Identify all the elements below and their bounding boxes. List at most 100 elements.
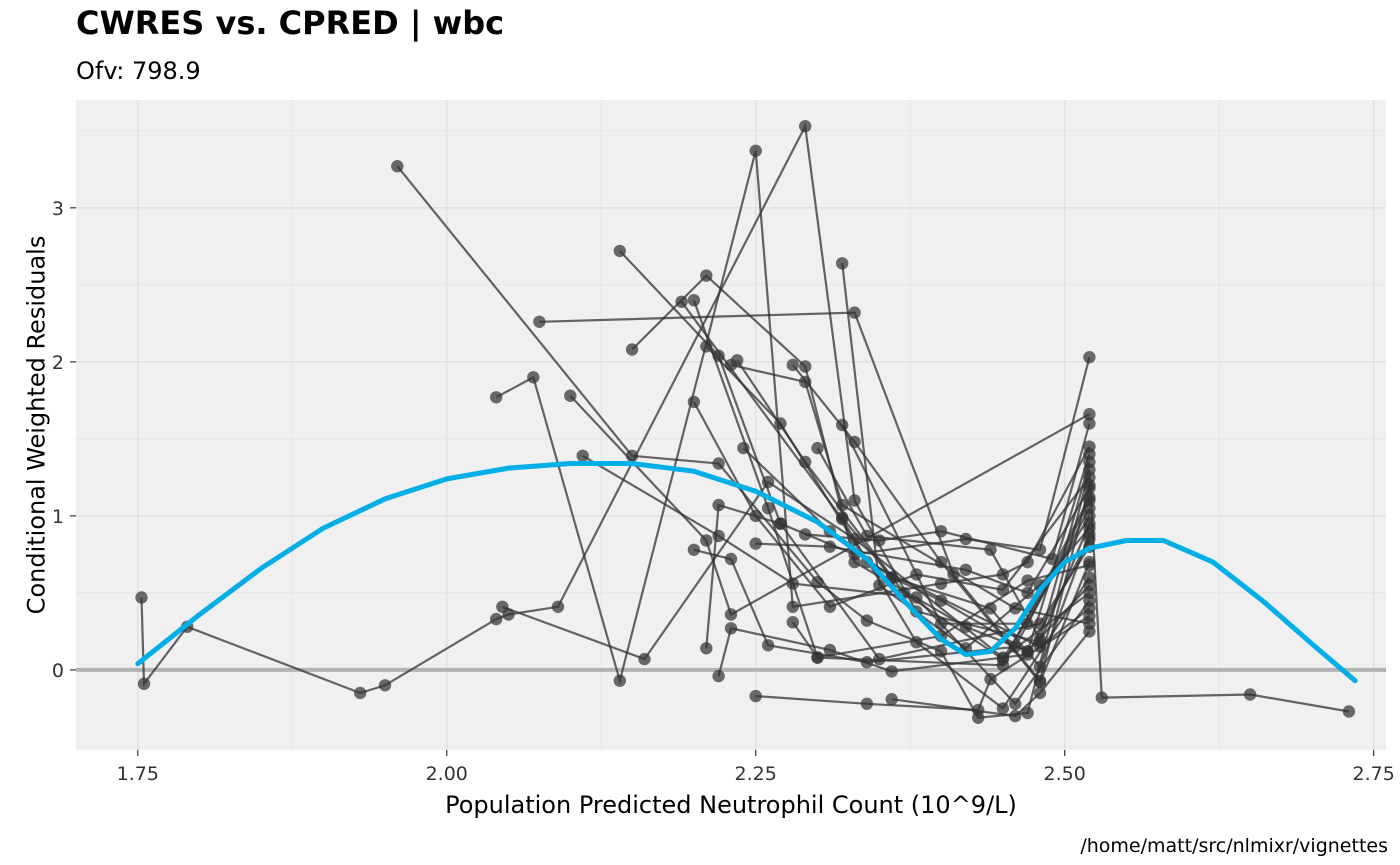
subject-series-6 — [564, 389, 1096, 621]
x-axis-title: Population Predicted Neutrophil Count (1… — [445, 791, 1017, 819]
data-point — [799, 528, 812, 541]
data-point — [860, 614, 874, 627]
data-point — [934, 577, 948, 590]
y-tick-label: 1 — [52, 506, 64, 528]
data-point — [885, 693, 898, 706]
data-point — [551, 600, 565, 613]
subject-series-20 — [576, 449, 1096, 710]
data-point — [1009, 602, 1022, 615]
data-point — [823, 600, 837, 613]
data-point — [687, 543, 701, 556]
data-point — [1083, 455, 1096, 469]
data-point — [786, 600, 799, 613]
data-point — [700, 642, 713, 655]
data-point — [391, 160, 404, 173]
data-point — [786, 577, 799, 590]
data-point — [1083, 408, 1096, 421]
data-point — [135, 591, 148, 604]
data-point — [786, 616, 799, 629]
subject-series-14 — [731, 354, 1096, 666]
data-point — [1021, 706, 1034, 720]
plot-panel — [76, 100, 1386, 750]
data-point — [761, 639, 775, 652]
data-point — [799, 360, 812, 373]
data-point — [761, 502, 775, 515]
subject-line — [569, 394, 1090, 617]
subject-line — [692, 401, 1091, 609]
data-point — [959, 563, 972, 576]
data-point — [1033, 676, 1047, 689]
data-point — [799, 120, 812, 133]
data-point — [490, 391, 503, 404]
smooth-trend-line — [135, 461, 1358, 684]
data-point — [638, 652, 651, 666]
data-point — [996, 702, 1010, 715]
data-point — [934, 594, 948, 607]
data-point — [712, 669, 725, 683]
data-point — [1021, 586, 1034, 600]
data-point — [811, 651, 824, 664]
subject-series-22 — [700, 351, 1096, 655]
caption: /home/matt/src/nlmixr/vignettes — [1080, 835, 1388, 857]
data-point — [527, 371, 540, 384]
data-point — [1009, 697, 1022, 710]
subject-series-11 — [687, 395, 1096, 613]
data-point — [490, 612, 503, 626]
data-point — [712, 529, 725, 543]
data-point — [1095, 691, 1109, 704]
data-point — [712, 457, 725, 470]
data-point — [625, 343, 639, 356]
data-point — [1083, 502, 1096, 515]
smooth-trend-layer — [135, 461, 1358, 684]
data-point — [947, 568, 960, 581]
data-point — [749, 537, 762, 550]
data-point — [496, 600, 509, 613]
data-point — [675, 295, 688, 308]
data-point — [786, 358, 799, 372]
data-point — [1009, 640, 1022, 653]
y-tick-label: 2 — [52, 352, 64, 374]
data-point — [737, 441, 750, 455]
subject-series-3 — [490, 144, 1096, 687]
subject-line — [717, 538, 1091, 677]
subject-line — [841, 424, 1091, 625]
data-point — [687, 294, 701, 307]
data-point — [749, 144, 762, 157]
data-point — [700, 269, 713, 282]
data-point — [724, 622, 738, 635]
data-point — [848, 494, 861, 507]
data-point — [576, 449, 589, 462]
data-point — [836, 418, 849, 432]
y-axis-title: Conditional Weighted Residuals — [22, 236, 50, 615]
data-point — [1083, 351, 1096, 364]
data-point — [1033, 543, 1047, 556]
x-tick-label: 1.75 — [117, 763, 159, 785]
data-point — [1033, 660, 1047, 673]
data-point — [996, 652, 1010, 666]
data-point — [774, 517, 787, 530]
data-point — [564, 389, 577, 402]
data-point — [1083, 594, 1096, 607]
data-point — [137, 677, 151, 690]
subject-line — [742, 447, 1091, 653]
data-point — [749, 689, 762, 703]
data-point — [984, 602, 997, 615]
x-tick-label: 2.50 — [1044, 763, 1086, 785]
data-point — [1009, 709, 1022, 723]
data-point — [1083, 482, 1096, 495]
data-point — [885, 665, 898, 678]
data-point — [1083, 625, 1096, 638]
x-tick-label: 2.75 — [1352, 763, 1394, 785]
data-point — [1342, 705, 1356, 718]
data-point — [533, 315, 546, 328]
y-tick-label: 3 — [52, 198, 64, 220]
data-point — [996, 583, 1010, 596]
data-point — [799, 455, 812, 469]
data-point — [836, 511, 849, 524]
data-point — [1083, 579, 1096, 592]
data-point — [1021, 574, 1034, 587]
residual-series-layer — [135, 120, 1356, 724]
chart-subtitle: Ofv: 798.9 — [76, 57, 201, 85]
data-point — [700, 340, 713, 353]
data-point — [860, 697, 874, 710]
